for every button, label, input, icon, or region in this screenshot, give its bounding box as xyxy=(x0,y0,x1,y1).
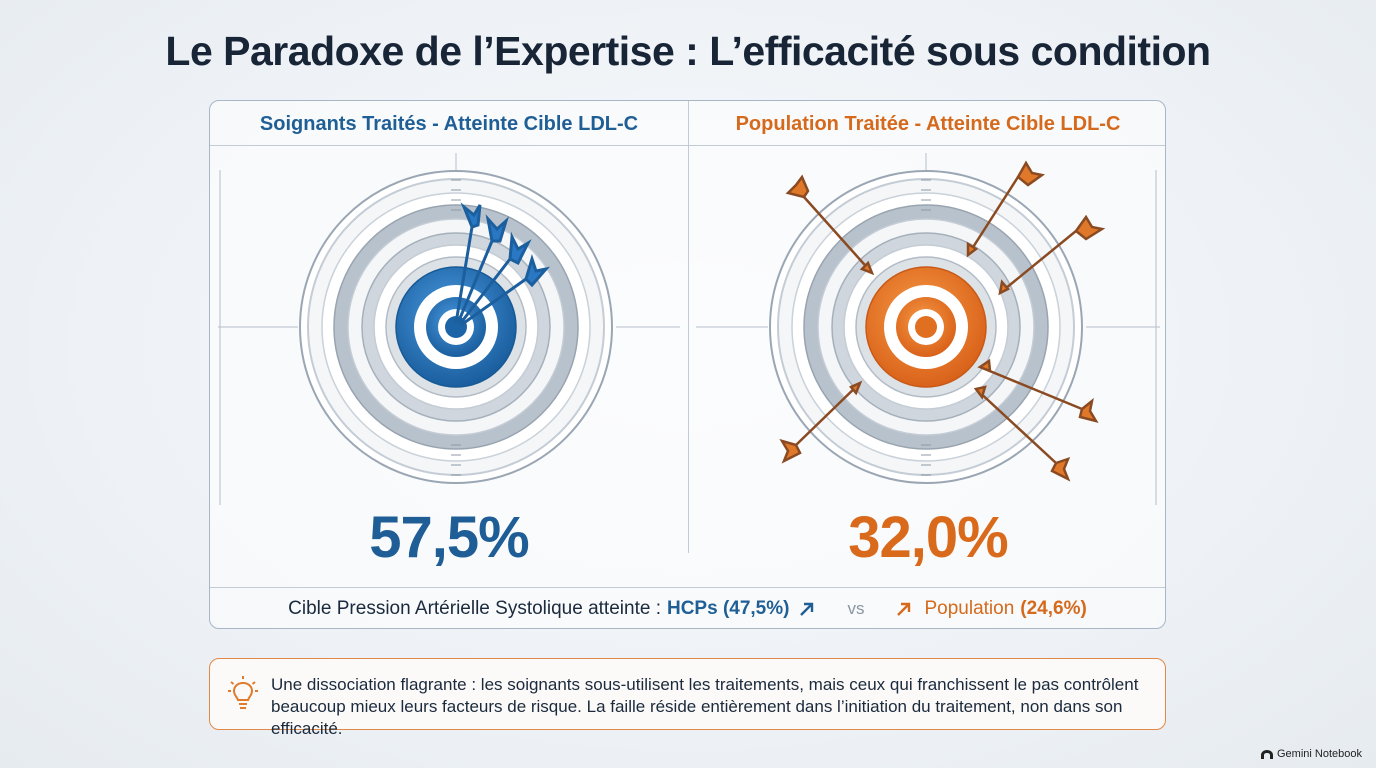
lightbulb-icon xyxy=(228,676,258,709)
brand-watermark: Gemini Notebook xyxy=(1261,748,1362,760)
population-bp-value: (24,6%) xyxy=(1020,598,1087,619)
trend-up-icon xyxy=(800,602,814,616)
insight-text: Une dissociation flagrante : les soignan… xyxy=(271,675,1139,738)
hcp-column-title: Soignants Traités - Atteinte Cible LDL-C xyxy=(259,113,639,135)
population-column-title: Population Traitée - Atteinte Cible LDL-… xyxy=(735,113,1121,135)
blood-pressure-comparison: Cible Pression Artérielle Systolique att… xyxy=(210,587,1165,628)
vs-label: vs xyxy=(847,599,865,618)
comparison-panel: Soignants Traités - Atteinte Cible LDL-C… xyxy=(209,100,1166,629)
hcp-bp-value: HCPs (47,5%) xyxy=(666,598,790,619)
hcp-target xyxy=(299,170,613,484)
population-bp-label: Population xyxy=(924,598,1015,619)
hcp-darts xyxy=(454,202,551,327)
trend-up-icon xyxy=(897,602,911,616)
population-ldl-percentage: 32,0% xyxy=(848,505,1008,570)
comparison-label: Cible Pression Artérielle Systolique att… xyxy=(288,598,661,619)
targets-illustration xyxy=(218,153,1160,505)
column-divider xyxy=(688,101,689,553)
page-title: Le Paradoxe de l’Expertise : L’efficacit… xyxy=(165,28,1211,74)
hcp-ldl-percentage: 57,5% xyxy=(369,505,529,570)
population-target xyxy=(769,170,1083,484)
brand-logo-icon xyxy=(1261,749,1273,759)
hcp-crosshair xyxy=(218,153,680,505)
population-arrows xyxy=(779,160,1106,482)
brand-name: Gemini Notebook xyxy=(1277,748,1362,760)
population-crosshair xyxy=(696,153,1160,505)
panel-header xyxy=(210,101,1165,146)
insight-callout: Une dissociation flagrante : les soignan… xyxy=(209,658,1166,738)
